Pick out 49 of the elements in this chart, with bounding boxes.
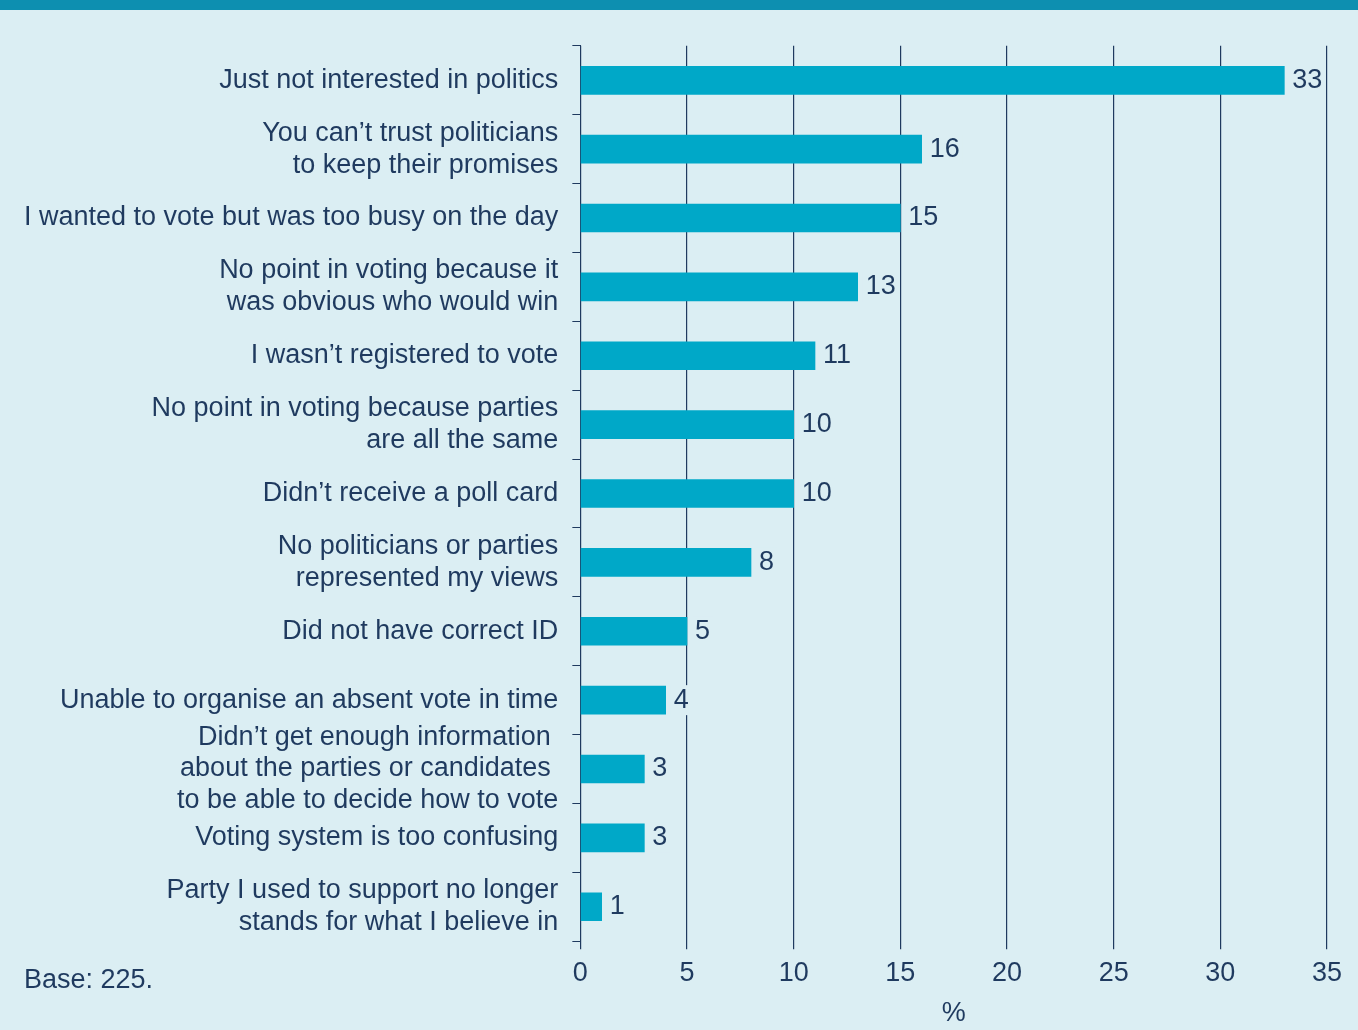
data-label: 16 <box>929 132 960 163</box>
data-label: 15 <box>908 201 939 232</box>
x-tick-label: 35 <box>1311 956 1343 987</box>
y-tick-label: No politicians or parties represented my views <box>277 529 559 592</box>
bar <box>580 754 645 784</box>
bar <box>580 479 794 508</box>
data-label: 1 <box>609 890 625 921</box>
data-label: 13 <box>865 270 896 301</box>
data-label: 5 <box>695 614 711 645</box>
y-tick-label: Unable to organise an absent vote in time <box>60 683 559 714</box>
y-tick-label: Party I used to support no longer stands for what I believe in <box>166 874 559 937</box>
x-tick-label: 25 <box>1098 956 1129 987</box>
data-label: 10 <box>801 476 832 507</box>
data-label: 11 <box>823 339 852 370</box>
bar <box>580 341 816 371</box>
data-label: 8 <box>759 545 775 576</box>
y-tick-label: I wasn’t registered to vote <box>250 339 559 370</box>
data-label: 3 <box>652 752 668 783</box>
y-tick-label: Did not have correct ID <box>282 614 559 645</box>
bar <box>580 892 603 922</box>
bar <box>580 134 922 164</box>
x-tick-label: 0 <box>572 956 588 987</box>
y-tick-label: Just not interested in politics <box>219 63 559 94</box>
bar <box>580 685 666 715</box>
y-tick-label: No point in voting because it was obvious who would win <box>219 254 559 317</box>
y-tick-label: Didn’t get enough information about the parties or candidates to be able to decide how to vote <box>177 720 559 815</box>
bar <box>580 272 858 302</box>
x-tick-label: 10 <box>778 956 809 987</box>
y-tick-label: You can’t trust politicians to keep their promises <box>262 116 559 179</box>
text: Base: 225. <box>24 964 154 994</box>
bar <box>580 616 688 646</box>
x-tick-label: 15 <box>885 956 916 987</box>
y-tick-label: I wanted to vote but was too busy on the day <box>23 201 559 232</box>
x-tick-label: 5 <box>679 956 695 987</box>
bar <box>580 410 794 439</box>
bar <box>580 203 901 233</box>
data-label: 33 <box>1292 63 1323 94</box>
y-tick-label: No point in voting because parties are all the same <box>151 392 559 455</box>
data-label: 3 <box>652 821 668 852</box>
bar <box>580 823 645 853</box>
bar <box>580 548 752 577</box>
data-label: 10 <box>801 408 832 439</box>
bar <box>580 65 1285 95</box>
x-tick-label: 20 <box>991 956 1023 987</box>
x-axis-title: % <box>941 997 966 1028</box>
y-tick-label: Didn’t receive a poll card <box>262 476 559 507</box>
x-tick-label: 30 <box>1205 956 1236 987</box>
y-tick-label: Voting system is too confusing <box>195 821 559 852</box>
data-label: 4 <box>673 683 689 714</box>
